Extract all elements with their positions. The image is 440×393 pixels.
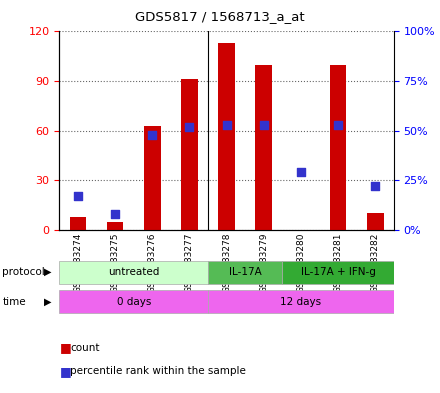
Bar bbox=[144, 126, 161, 230]
Text: 12 days: 12 days bbox=[280, 297, 322, 307]
Bar bbox=[367, 213, 384, 230]
Bar bbox=[330, 64, 346, 230]
Bar bbox=[208, 290, 394, 313]
Point bbox=[260, 121, 267, 128]
Point bbox=[297, 169, 304, 176]
Text: untreated: untreated bbox=[108, 267, 159, 277]
Text: IL-17A: IL-17A bbox=[229, 267, 261, 277]
Bar bbox=[208, 261, 282, 284]
Bar bbox=[218, 43, 235, 230]
Text: ▶: ▶ bbox=[44, 297, 52, 307]
Bar bbox=[282, 261, 394, 284]
Bar bbox=[255, 64, 272, 230]
Text: count: count bbox=[70, 343, 100, 353]
Bar bbox=[70, 217, 86, 230]
Text: ■: ■ bbox=[59, 341, 71, 354]
Point bbox=[186, 123, 193, 130]
Text: ▶: ▶ bbox=[44, 267, 52, 277]
Point bbox=[74, 193, 81, 199]
Text: GDS5817 / 1568713_a_at: GDS5817 / 1568713_a_at bbox=[135, 10, 305, 23]
Text: ■: ■ bbox=[59, 365, 71, 378]
Point bbox=[149, 132, 156, 138]
Bar bbox=[107, 222, 124, 230]
Point bbox=[334, 121, 341, 128]
Bar bbox=[181, 79, 198, 230]
Point bbox=[223, 121, 230, 128]
Text: time: time bbox=[2, 297, 26, 307]
Point bbox=[372, 183, 379, 189]
Text: protocol: protocol bbox=[2, 267, 45, 277]
Bar bbox=[59, 290, 208, 313]
Text: 0 days: 0 days bbox=[117, 297, 151, 307]
Text: percentile rank within the sample: percentile rank within the sample bbox=[70, 366, 246, 376]
Point bbox=[112, 211, 119, 217]
Bar bbox=[59, 261, 208, 284]
Text: IL-17A + IFN-g: IL-17A + IFN-g bbox=[301, 267, 375, 277]
